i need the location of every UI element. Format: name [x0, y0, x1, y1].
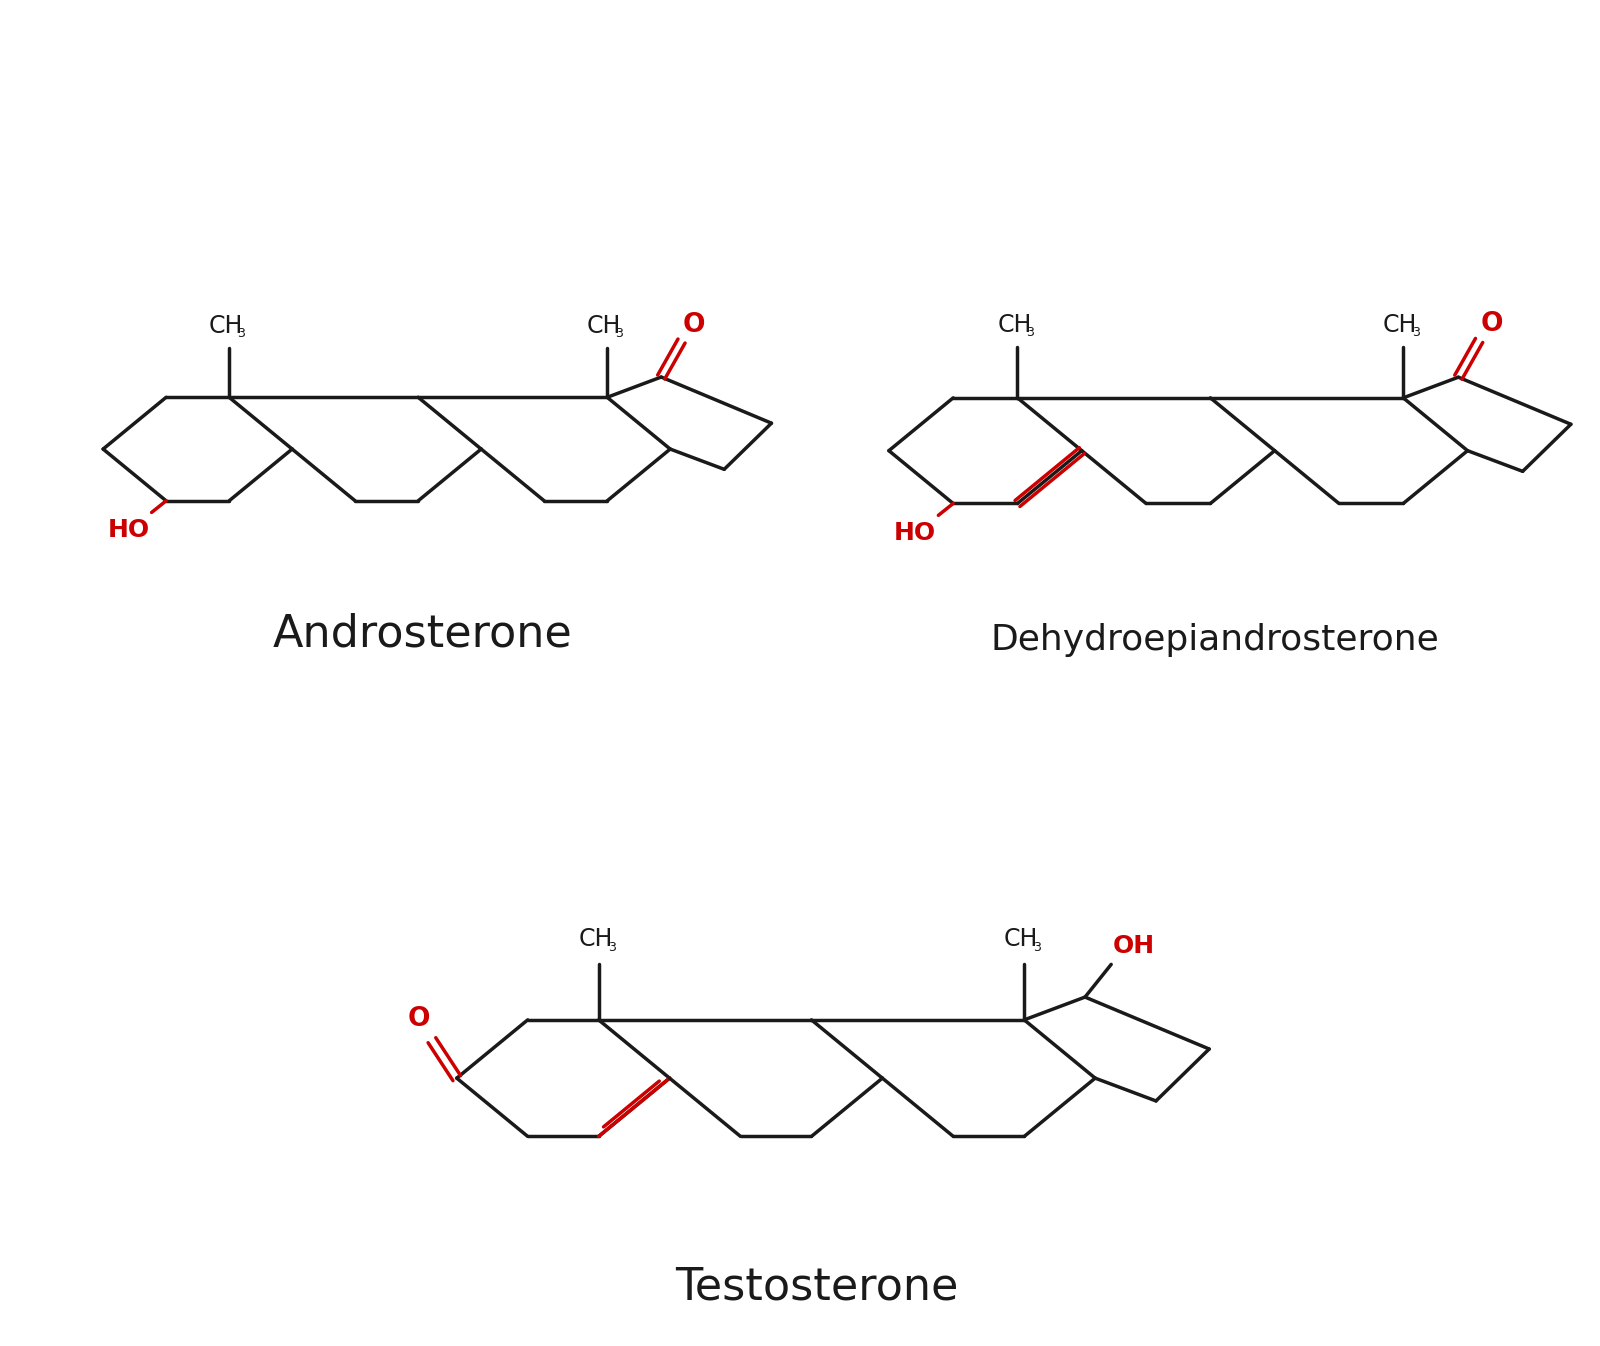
Text: $_3$: $_3$ — [1411, 322, 1421, 339]
Text: $_3$: $_3$ — [1034, 937, 1043, 954]
Text: CH: CH — [997, 312, 1032, 336]
Text: CH: CH — [587, 314, 621, 338]
Text: OH: OH — [1114, 934, 1155, 958]
Text: $_3$: $_3$ — [1026, 322, 1035, 339]
Text: $_3$: $_3$ — [608, 937, 618, 954]
Text: HO: HO — [107, 518, 149, 542]
Text: CH: CH — [210, 314, 243, 338]
Text: O: O — [683, 312, 706, 338]
Text: ID 40390729  © Serleb10: ID 40390729 © Serleb10 — [1152, 1312, 1349, 1329]
Text: O: O — [1482, 311, 1504, 336]
Text: Testosterone: Testosterone — [675, 1265, 958, 1308]
Text: HO: HO — [894, 521, 936, 545]
Text: O: O — [408, 1005, 430, 1031]
Text: CH: CH — [1003, 927, 1038, 952]
Text: Androsterone: Androsterone — [272, 612, 573, 656]
Text: $_3$: $_3$ — [237, 322, 246, 341]
Text: $_3$: $_3$ — [616, 322, 624, 341]
Text: dreamstime.com: dreamstime.com — [32, 1312, 162, 1329]
Text: Dehydroepiandrosterone: Dehydroepiandrosterone — [990, 623, 1438, 657]
Text: CH: CH — [1382, 312, 1418, 336]
Text: CH: CH — [578, 927, 613, 952]
